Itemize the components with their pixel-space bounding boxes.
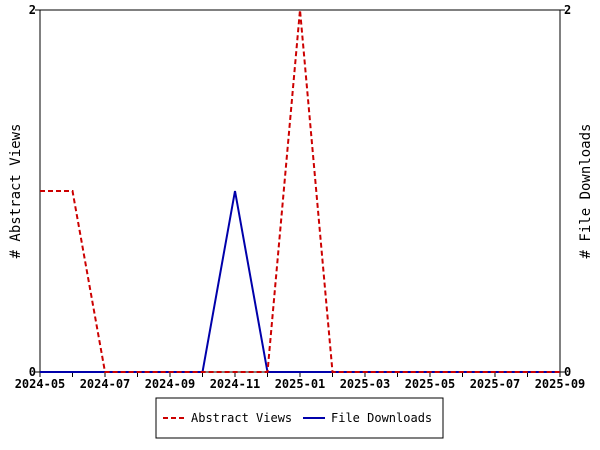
y-right-tick-label: 0 [564, 365, 571, 379]
x-tick-label: 2025-01 [275, 377, 326, 391]
x-tick-label: 2024-07 [80, 377, 131, 391]
x-tick-label: 2025-05 [405, 377, 456, 391]
y-left-tick-label: 0 [29, 365, 36, 379]
series-line-abstract-views [40, 9, 560, 373]
legend-label: Abstract Views [191, 411, 292, 425]
x-tick-label: 2024-09 [145, 377, 196, 391]
x-tick-label: 2025-03 [340, 377, 391, 391]
y-right-label: # File Downloads [578, 124, 594, 259]
y-left-tick-label: 2 [29, 3, 36, 17]
x-tick-label: 2025-07 [470, 377, 521, 391]
y-left-label: # Abstract Views [8, 124, 24, 259]
plot-frame [39, 9, 561, 373]
x-tick-label: 2024-11 [210, 377, 261, 391]
y-right-tick-label: 2 [564, 3, 571, 17]
legend-label: File Downloads [331, 411, 432, 425]
series-line-file-downloads [40, 190, 560, 373]
x-tick-label: 2025-09 [535, 377, 586, 391]
legend-box [155, 397, 444, 439]
x-tick-label: 2024-05 [15, 377, 66, 391]
